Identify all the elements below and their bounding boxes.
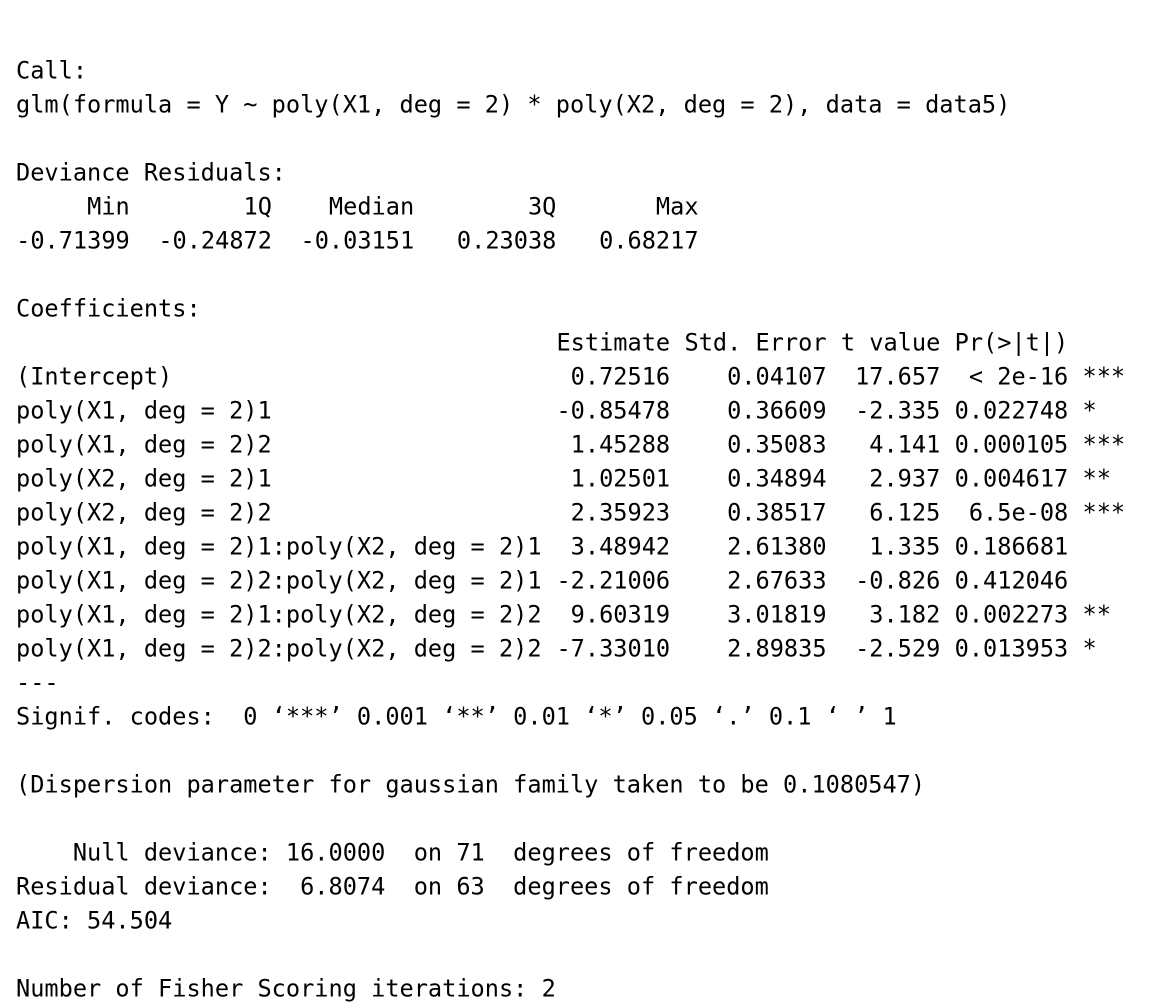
residual-value: -0.03151 [301, 227, 415, 255]
iterations: Number of Fisher Scoring iterations: 2 [16, 975, 556, 1003]
coef-name: poly(X1, deg = 2)1 [16, 397, 272, 425]
coef-header: Pr(>|t|) [955, 329, 1069, 357]
coef-stars: * [1083, 635, 1097, 663]
residual-value: -0.24872 [158, 227, 272, 255]
residual-header: Median [329, 193, 414, 221]
coef-cell: 0.34894 [727, 465, 826, 493]
coef-name: poly(X1, deg = 2)1:poly(X2, deg = 2)2 [16, 601, 542, 629]
coef-cell: 0.022748 [955, 397, 1069, 425]
coef-name: poly(X1, deg = 2)2:poly(X2, deg = 2)2 [16, 635, 542, 663]
coef-cell: 1.02501 [571, 465, 670, 493]
coef-cell: 0.04107 [727, 363, 826, 391]
residual-value: 0.68217 [599, 227, 698, 255]
coef-cell: 3.48942 [571, 533, 670, 561]
coef-cell: 0.000105 [955, 431, 1069, 459]
deviance-line: Null deviance: 16.0000 on 71 degrees of … [16, 839, 769, 867]
coef-cell: 3.01819 [727, 601, 826, 629]
coef-header: Std. Error [684, 329, 826, 357]
coef-cell: 2.35923 [571, 499, 670, 527]
coef-cell: < 2e-16 [969, 363, 1068, 391]
call-label: Call: [16, 57, 87, 85]
deviance-line: Residual deviance: 6.8074 on 63 degrees … [16, 873, 769, 901]
coef-cell: 9.60319 [571, 601, 670, 629]
coef-cell: 0.186681 [955, 533, 1069, 561]
residuals-label: Deviance Residuals: [16, 159, 286, 187]
dispersion: (Dispersion parameter for gaussian famil… [16, 771, 925, 799]
coef-name: poly(X1, deg = 2)2:poly(X2, deg = 2)1 [16, 567, 542, 595]
aic: AIC: 54.504 [16, 907, 172, 935]
coef-cell: 6.125 [869, 499, 940, 527]
coef-name: poly(X2, deg = 2)2 [16, 499, 272, 527]
coef-cell: -0.826 [855, 567, 940, 595]
coef-cell: -7.33010 [556, 635, 670, 663]
residual-value: -0.71399 [16, 227, 130, 255]
coef-name: poly(X1, deg = 2)2 [16, 431, 272, 459]
residual-header: 3Q [528, 193, 556, 221]
coef-cell: 3.182 [869, 601, 940, 629]
coef-cell: 1.45288 [571, 431, 670, 459]
coef-header: Estimate [556, 329, 670, 357]
coef-stars: ** [1083, 601, 1111, 629]
coef-cell: 0.004617 [955, 465, 1069, 493]
coef-stars: *** [1083, 363, 1126, 391]
separator: --- [16, 669, 59, 697]
coef-cell: 0.412046 [955, 567, 1069, 595]
signif-codes: Signif. codes: 0 ‘***’ 0.001 ‘**’ 0.01 ‘… [16, 703, 897, 731]
coef-cell: 0.72516 [571, 363, 670, 391]
coef-cell: 2.67633 [727, 567, 826, 595]
coef-cell: 17.657 [855, 363, 940, 391]
coef-stars: *** [1083, 499, 1126, 527]
residual-header: Min [87, 193, 130, 221]
coef-name: (Intercept) [16, 363, 172, 391]
coef-cell: 0.002273 [955, 601, 1069, 629]
coef-cell: 2.937 [869, 465, 940, 493]
coef-name: poly(X1, deg = 2)1:poly(X2, deg = 2)1 [16, 533, 542, 561]
coefficients-label: Coefficients: [16, 295, 201, 323]
coef-cell: -2.21006 [556, 567, 670, 595]
coef-cell: 2.89835 [727, 635, 826, 663]
residual-value: 0.23038 [457, 227, 556, 255]
coef-header: t value [841, 329, 940, 357]
residual-header: 1Q [244, 193, 272, 221]
coef-cell: 0.013953 [955, 635, 1069, 663]
coef-stars: ** [1083, 465, 1111, 493]
coef-stars: *** [1083, 431, 1126, 459]
coef-cell: 0.35083 [727, 431, 826, 459]
coef-cell: 4.141 [869, 431, 940, 459]
coef-stars: * [1083, 397, 1097, 425]
coef-cell: 0.38517 [727, 499, 826, 527]
residual-header: Max [656, 193, 699, 221]
coef-cell: -2.529 [855, 635, 940, 663]
coef-cell: 1.335 [869, 533, 940, 561]
coef-cell: 2.61380 [727, 533, 826, 561]
call-formula: glm(formula = Y ~ poly(X1, deg = 2) * po… [16, 91, 1010, 119]
coef-cell: 6.5e-08 [969, 499, 1068, 527]
coef-cell: -0.85478 [556, 397, 670, 425]
coef-name: poly(X2, deg = 2)1 [16, 465, 272, 493]
coef-cell: 0.36609 [727, 397, 826, 425]
coef-cell: -2.335 [855, 397, 940, 425]
